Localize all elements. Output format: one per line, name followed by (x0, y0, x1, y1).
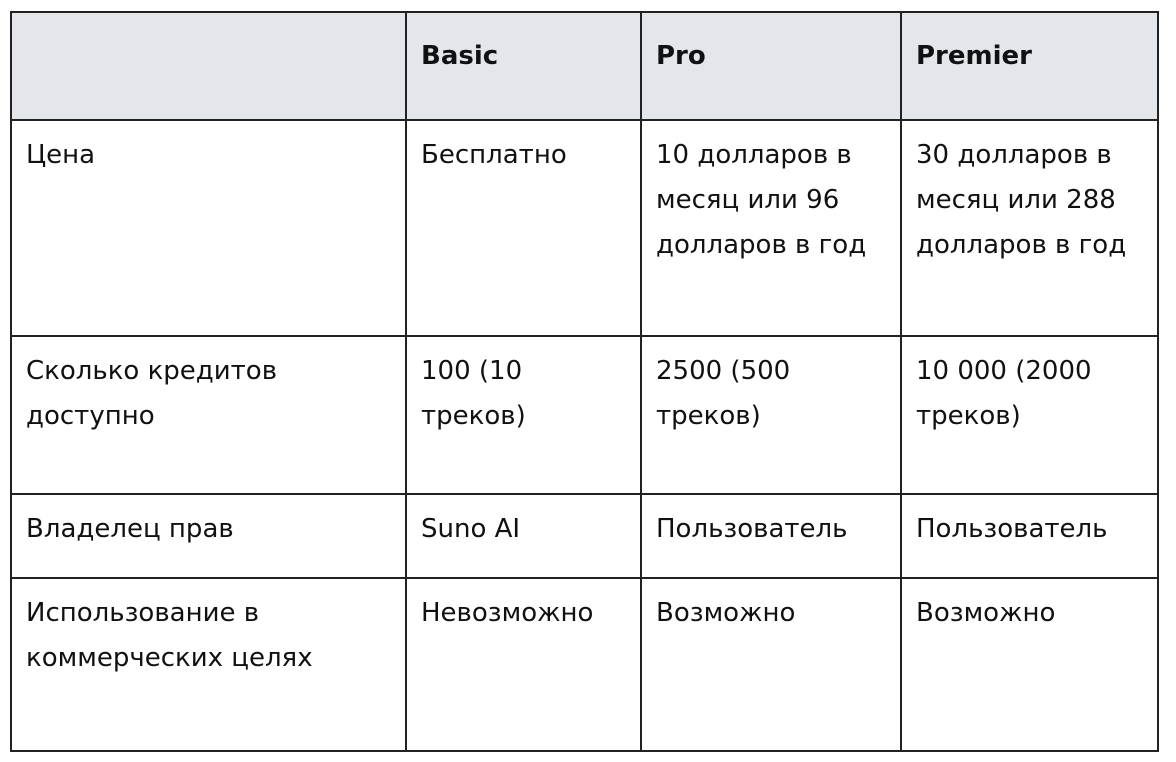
row-label: Сколько кредитов доступно (10, 335, 407, 495)
cell-basic: Бесплатно (405, 119, 642, 337)
cell-pro: Пользователь (640, 493, 902, 579)
header-cell-empty (10, 11, 407, 121)
table-row: Сколько кредитов доступно 100 (10 треков… (10, 335, 1159, 495)
header-cell-pro: Pro (640, 11, 902, 121)
cell-premier: 30 долларов в месяц или 288 долларов в г… (900, 119, 1159, 337)
table-row: Цена Бесплатно 10 долларов в месяц или 9… (10, 119, 1159, 337)
table-row: Использование в коммерческих целях Невоз… (10, 577, 1159, 752)
cell-premier: 10 000 (2000 треков) (900, 335, 1159, 495)
row-label: Использование в коммерческих целях (10, 577, 407, 752)
cell-premier: Пользователь (900, 493, 1159, 579)
table-row: Владелец прав Suno AI Пользователь Польз… (10, 493, 1159, 579)
pricing-comparison-table: Basic Pro Premier Цена Бесплатно 10 долл… (10, 11, 1159, 752)
header-cell-premier: Premier (900, 11, 1159, 121)
cell-basic: 100 (10 треков) (405, 335, 642, 495)
cell-pro: Возможно (640, 577, 902, 752)
cell-pro: 2500 (500 треков) (640, 335, 902, 495)
cell-pro: 10 долларов в месяц или 96 долларов в го… (640, 119, 902, 337)
cell-basic: Невозможно (405, 577, 642, 752)
row-label: Владелец прав (10, 493, 407, 579)
header-cell-basic: Basic (405, 11, 642, 121)
cell-premier: Возможно (900, 577, 1159, 752)
header-row: Basic Pro Premier (10, 11, 1159, 121)
row-label: Цена (10, 119, 407, 337)
cell-basic: Suno AI (405, 493, 642, 579)
